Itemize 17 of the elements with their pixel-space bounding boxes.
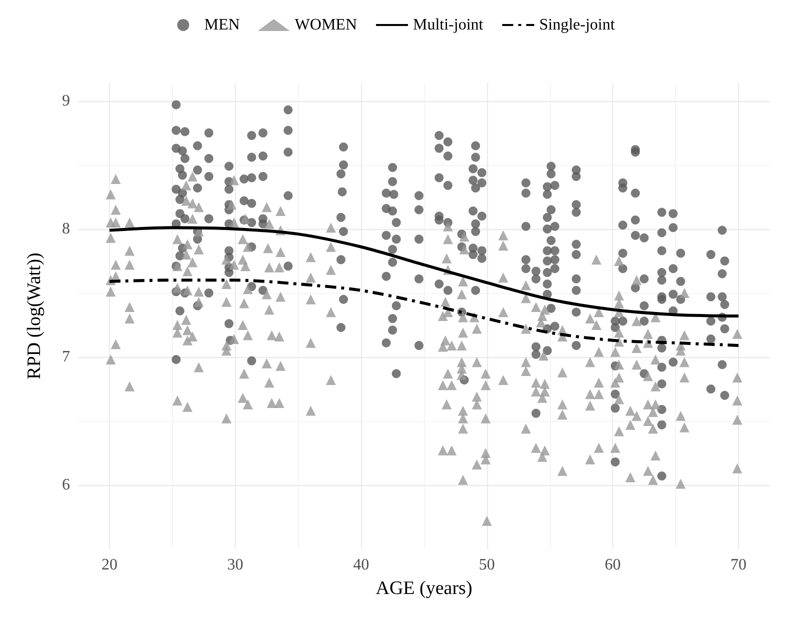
- y-tick-label: 6: [62, 476, 70, 494]
- legend-label: Multi-joint: [412, 16, 484, 34]
- legend-label: WOMEN: [294, 16, 358, 34]
- x-tick-label: 20: [101, 556, 118, 574]
- y-axis-title: RPD (log(Watt)): [24, 252, 45, 380]
- x-tick-label: 40: [353, 556, 370, 574]
- x-tick-label: 70: [730, 556, 747, 574]
- x-tick-label: 50: [478, 556, 495, 574]
- x-tick-label: 60: [604, 556, 621, 574]
- y-tick-label: 8: [62, 220, 70, 238]
- legend-label: Single-joint: [539, 16, 616, 34]
- y-tick-label: 7: [62, 348, 70, 366]
- line-series: [108, 226, 740, 318]
- x-tick-label: 30: [227, 556, 244, 574]
- x-axis-title: AGE (years): [376, 578, 472, 599]
- y-tick-label: 9: [62, 92, 70, 110]
- legend-label: MEN: [204, 16, 240, 34]
